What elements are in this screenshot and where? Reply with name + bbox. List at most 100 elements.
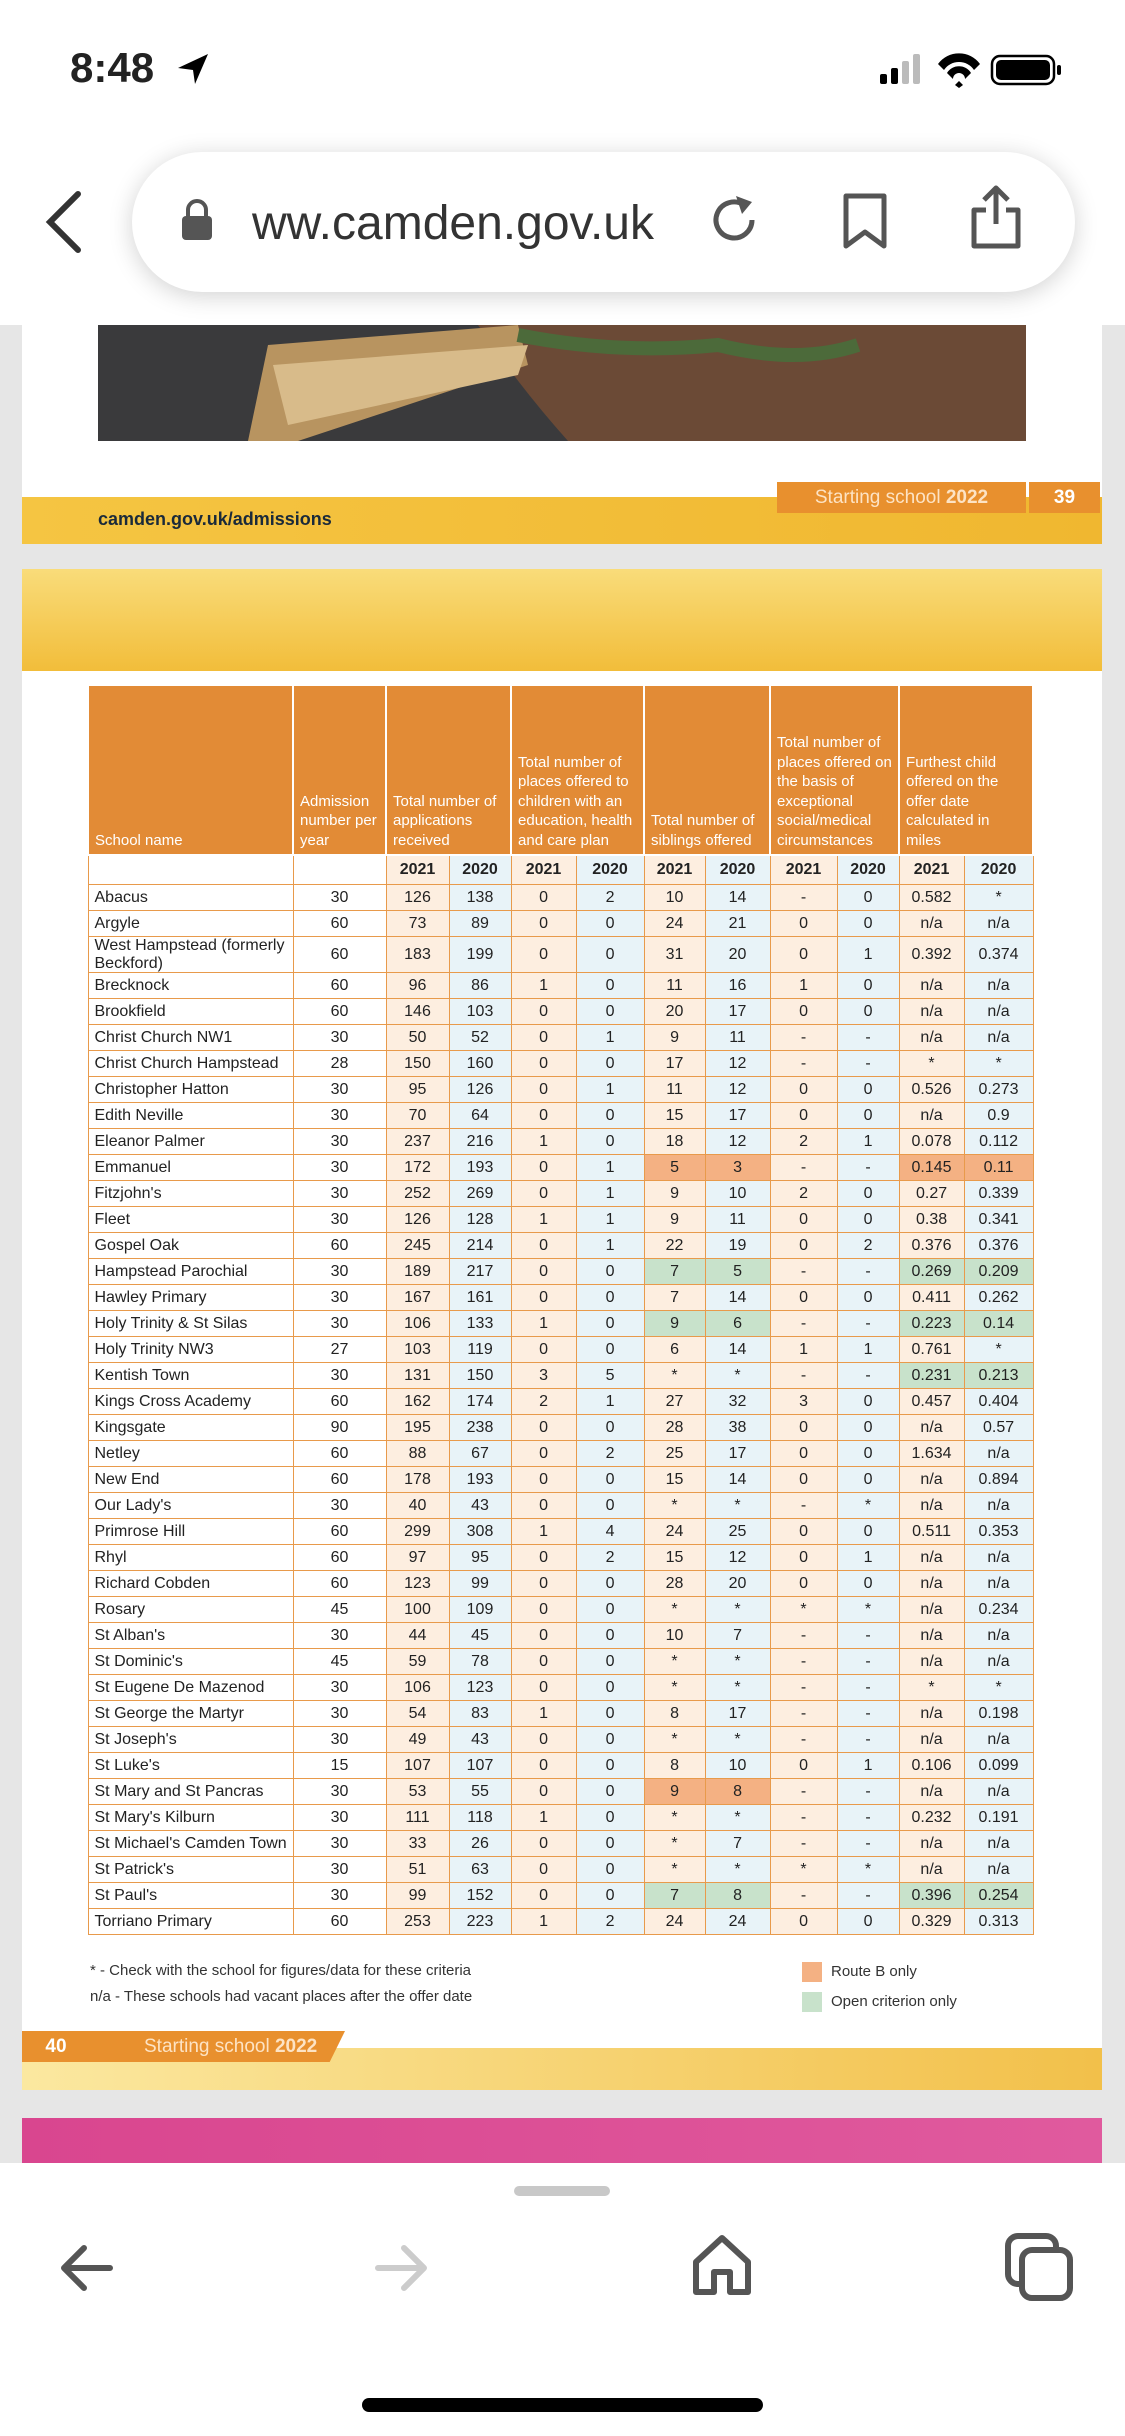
school-name: Argyle <box>87 910 294 937</box>
table-cell: n/a <box>963 1726 1034 1754</box>
table-cell: 0 <box>575 1570 645 1598</box>
table-cell: 17 <box>704 1102 771 1130</box>
table-cell: * <box>643 1596 706 1624</box>
table-cell: 193 <box>448 1154 512 1182</box>
table-cell: 0.582 <box>898 884 965 911</box>
table-cell: 0.145 <box>898 1154 965 1182</box>
back-button[interactable] <box>42 190 86 254</box>
school-name: Christ Church Hampstead <box>87 1050 294 1078</box>
table-cell: 30 <box>292 1622 387 1650</box>
table-cell: 252 <box>385 1180 450 1208</box>
school-name: Brecknock <box>87 972 294 1000</box>
table-cell: 28 <box>643 1414 706 1442</box>
table-cell: n/a <box>898 972 965 1000</box>
table-cell: 0.38 <box>898 1206 965 1234</box>
lock-icon <box>182 199 212 240</box>
table-cell: 0 <box>836 1440 900 1468</box>
table-cell: 1 <box>836 1544 900 1572</box>
year-label: 2020 <box>448 854 512 885</box>
table-cell: n/a <box>898 1570 965 1598</box>
table-cell: 0.14 <box>963 1310 1034 1338</box>
school-name: Kings Cross Academy <box>87 1388 294 1416</box>
table-cell: 63 <box>448 1856 512 1884</box>
table-cell: 30 <box>292 1024 387 1052</box>
status-icons <box>880 53 1061 88</box>
table-cell: 0.254 <box>963 1882 1034 1910</box>
bookmark-button[interactable] <box>840 192 890 250</box>
table-cell: 3 <box>704 1154 771 1182</box>
table-row: Eleanor Palmer 30 237 216 1 0 18 12 2 1 0.078 0.112 <box>87 1128 1034 1156</box>
table-cell: 0 <box>575 1726 645 1754</box>
table-cell: 2 <box>769 1128 838 1156</box>
table-cell: n/a <box>963 1830 1034 1858</box>
table-cell: - <box>769 1362 838 1390</box>
table-cell: * <box>643 1804 706 1832</box>
table-cell: n/a <box>963 972 1034 1000</box>
table-cell: 0 <box>510 1154 577 1182</box>
table-cell: - <box>769 1804 838 1832</box>
year-label: 2020 <box>575 854 645 885</box>
table-cell: 0.396 <box>898 1882 965 1910</box>
table-cell: 78 <box>448 1648 512 1676</box>
table-cell: 0 <box>575 1778 645 1806</box>
table-cell: n/a <box>898 1544 965 1572</box>
table-cell: 1 <box>836 1336 900 1364</box>
share-button[interactable] <box>968 184 1024 250</box>
table-row: Kings Cross Academy 60 162 174 2 1 27 32 3 0 0.457… <box>87 1388 1034 1416</box>
table-cell: 95 <box>448 1544 512 1572</box>
tabs-button[interactable] <box>1004 2232 1074 2302</box>
url-text[interactable]: ww.camden.gov.uk <box>252 197 654 250</box>
table-cell: 30 <box>292 1882 387 1910</box>
table-cell: 7 <box>643 1284 706 1312</box>
table-cell: 245 <box>385 1232 450 1260</box>
table-cell: 6 <box>643 1336 706 1364</box>
table-row: St Dominic's 45 59 78 0 0 * * - - n/a n/a <box>87 1648 1034 1676</box>
school-name: Fleet <box>87 1206 294 1234</box>
home-button[interactable] <box>690 2232 754 2296</box>
table-cell: 0 <box>836 1180 900 1208</box>
table-cell: 30 <box>292 1310 387 1338</box>
school-name: Christ Church NW1 <box>87 1024 294 1052</box>
table-cell: 0 <box>836 1414 900 1442</box>
table-cell: - <box>836 1674 900 1702</box>
school-name: Hampstead Parochial <box>87 1258 294 1286</box>
table-cell: 7 <box>643 1882 706 1910</box>
section-name: Starting school <box>144 2036 270 2057</box>
table-cell: 2 <box>575 884 645 911</box>
table-cell: 0 <box>575 1700 645 1728</box>
table-cell: 89 <box>448 910 512 937</box>
table-cell: 103 <box>448 998 512 1026</box>
table-cell: 5 <box>643 1154 706 1182</box>
table-row: Abacus 30 126 138 0 2 10 14-0 0.582 * <box>87 884 1034 911</box>
table-cell: 308 <box>448 1518 512 1546</box>
table-cell: 27 <box>292 1336 387 1364</box>
forward-nav-button[interactable] <box>372 2240 432 2296</box>
legend-label: Open criterion only <box>831 1993 957 2010</box>
reload-button[interactable] <box>706 192 762 248</box>
table-cell: 0.232 <box>898 1804 965 1832</box>
table-row: West Hampstead (formerly Beckford) 60 183 1… <box>87 935 1034 974</box>
table-cell: 20 <box>643 998 706 1026</box>
table-cell: 0 <box>510 1830 577 1858</box>
table-cell: 0 <box>510 1856 577 1884</box>
table-cell: 8 <box>704 1882 771 1910</box>
table-cell: * <box>643 1648 706 1676</box>
table-cell: 174 <box>448 1388 512 1416</box>
back-nav-button[interactable] <box>56 2240 116 2296</box>
table-cell: 0 <box>510 1050 577 1078</box>
table-cell: 15 <box>292 1752 387 1780</box>
table-cell: 5 <box>575 1362 645 1390</box>
table-cell: 60 <box>292 1466 387 1494</box>
table-cell: 0.9 <box>963 1102 1034 1130</box>
table-cell: - <box>836 1882 900 1910</box>
table-cell: - <box>769 1830 838 1858</box>
table-cell: 17 <box>704 1440 771 1468</box>
legend-label: Route B only <box>831 1963 917 1980</box>
table-cell: n/a <box>963 1492 1034 1520</box>
note: n/a - These schools had vacant places af… <box>90 1988 473 2005</box>
column-header: Total number of siblings offered <box>643 684 772 856</box>
url-bar[interactable] <box>132 152 1075 292</box>
table-cell: * <box>836 1856 900 1884</box>
legend-swatch <box>802 1962 822 1982</box>
section-year: 2022 <box>274 2036 318 2057</box>
